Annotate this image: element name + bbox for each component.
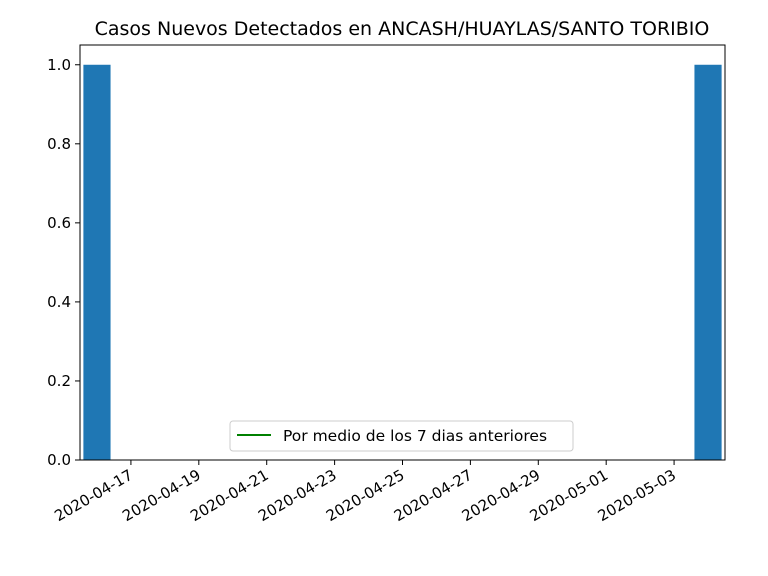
x-axis: 2020-04-172020-04-192020-04-212020-04-23… xyxy=(51,460,679,525)
y-tick-label: 0.4 xyxy=(47,293,71,311)
y-tick-label: 0.2 xyxy=(47,372,71,390)
bars-group xyxy=(83,64,722,460)
y-tick-label: 0.0 xyxy=(47,451,71,469)
y-tick-label: 0.6 xyxy=(47,214,71,232)
legend-label: Por medio de los 7 dias anteriores xyxy=(283,427,547,445)
legend: Por medio de los 7 dias anteriores xyxy=(229,420,574,452)
legend-box xyxy=(229,420,574,452)
y-axis: 0.0 0.2 0.4 0.6 0.8 1.0 xyxy=(47,56,80,469)
plot-frame xyxy=(79,44,726,461)
bar-2020-04-16 xyxy=(83,64,111,460)
chart-title: Casos Nuevos Detectados en ANCASH/HUAYLA… xyxy=(95,18,710,40)
bar-2020-05-04 xyxy=(694,64,722,460)
y-tick-label: 0.8 xyxy=(47,135,71,153)
y-tick-label: 1.0 xyxy=(47,56,71,74)
